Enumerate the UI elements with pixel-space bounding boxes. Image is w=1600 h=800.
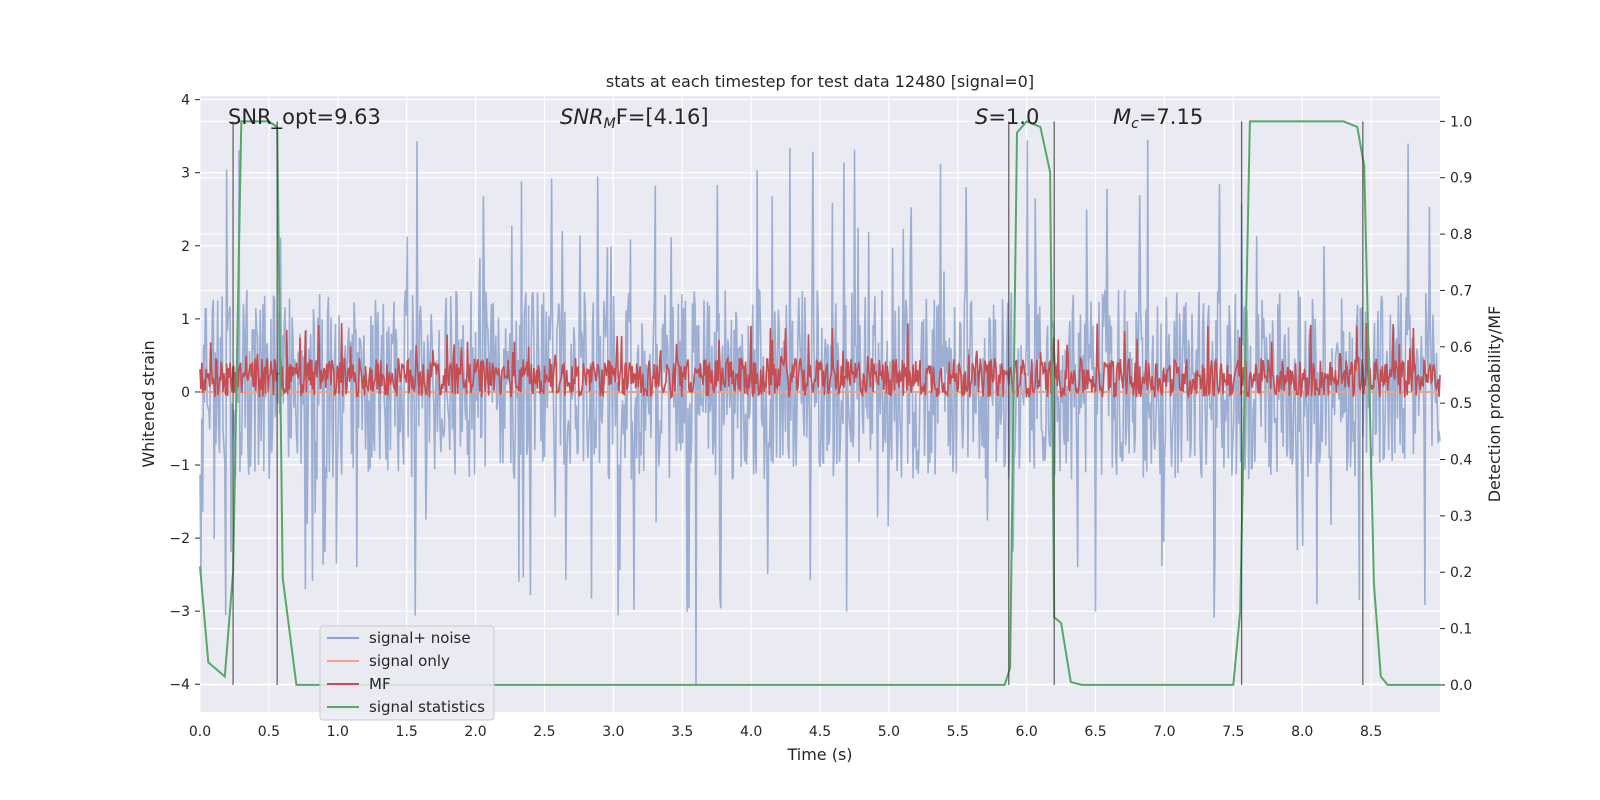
x-tick-label-10: 5.0 bbox=[878, 724, 900, 740]
y-axis-right-ticks: 1.0 0.9 0.8 0.7 0.6 0.5 0.4 0.3 0.2 0.1 0.0 bbox=[1440, 114, 1472, 694]
legend-label-signal-statistics: signal statistics bbox=[369, 698, 485, 716]
y-left-tick-label-4: 0 bbox=[181, 385, 190, 401]
x-axis-label: Time (s) bbox=[786, 745, 852, 764]
x-tick-label-9: 4.5 bbox=[809, 724, 831, 740]
x-tick-label-15: 7.5 bbox=[1222, 724, 1244, 740]
y-right-tick-label-1: 0.9 bbox=[1450, 171, 1472, 187]
x-tick-label-5: 2.5 bbox=[533, 724, 555, 740]
y-right-tick-label-7: 0.3 bbox=[1450, 509, 1472, 525]
y-left-tick-label-1: 3 bbox=[181, 166, 190, 182]
x-tick-label-6: 3.0 bbox=[602, 724, 624, 740]
y-left-tick-label-2: 2 bbox=[181, 239, 190, 255]
x-tick-label-11: 5.5 bbox=[947, 724, 969, 740]
legend: signal+ noise signal only MF signal stat… bbox=[319, 625, 495, 721]
vertical-markers bbox=[232, 121, 1364, 685]
y-axis-left-label: Whitened strain bbox=[139, 340, 158, 467]
legend-label-signal-noise: signal+ noise bbox=[369, 629, 471, 647]
y-right-tick-label-8: 0.2 bbox=[1450, 565, 1472, 581]
x-tick-label-8: 4.0 bbox=[740, 724, 762, 740]
x-tick-label-0: 0.0 bbox=[189, 724, 211, 740]
y-left-tick-label-0: 4 bbox=[181, 93, 190, 109]
legend-label-signal-only: signal only bbox=[369, 652, 450, 670]
series-signal-noise bbox=[199, 139, 1441, 685]
y-right-tick-label-10: 0.0 bbox=[1450, 678, 1472, 694]
x-tick-label-4: 2.0 bbox=[464, 724, 486, 740]
y-axis-right-label: Detection probability/MF bbox=[1485, 306, 1504, 503]
y-right-tick-label-0: 1.0 bbox=[1450, 114, 1472, 130]
y-right-tick-label-6: 0.4 bbox=[1450, 453, 1472, 469]
y-right-tick-label-5: 0.5 bbox=[1450, 396, 1472, 412]
annotation-snr-mf: SNRMF=[4.16] bbox=[560, 105, 709, 132]
y-axis-left-ticks: 4 3 2 1 0 −1 −2 −3 −4 bbox=[169, 93, 200, 693]
x-tick-label-1: 0.5 bbox=[258, 724, 280, 740]
y-left-tick-label-7: −3 bbox=[169, 604, 190, 620]
chart-title: stats at each timestep for test data 124… bbox=[606, 72, 1034, 91]
legend-label-mf: MF bbox=[369, 675, 391, 693]
x-axis-ticks: 0.0 0.5 1.0 1.5 2.0 2.5 3.0 3.5 4.0 4.5 5.0 5.5 6.0 6… bbox=[189, 724, 1382, 740]
x-tick-label-3: 1.5 bbox=[396, 724, 418, 740]
y-left-tick-label-5: −1 bbox=[169, 458, 190, 474]
series-signal-statistics bbox=[199, 120, 1440, 686]
x-tick-label-14: 7.0 bbox=[1153, 724, 1175, 740]
x-tick-label-7: 3.5 bbox=[671, 724, 693, 740]
annotation-snr-opt: SNR_opt=9.63 bbox=[228, 105, 381, 130]
y-left-tick-label-6: −2 bbox=[169, 531, 190, 547]
y-right-tick-label-2: 0.8 bbox=[1450, 227, 1472, 243]
annotation-s: S=1.0 bbox=[975, 105, 1039, 129]
y-right-tick-label-4: 0.6 bbox=[1450, 340, 1472, 356]
x-tick-label-2: 1.0 bbox=[327, 724, 349, 740]
y-right-tick-label-3: 0.7 bbox=[1450, 283, 1472, 299]
annotation-mc: Mc=7.15 bbox=[1113, 105, 1203, 132]
x-tick-label-16: 8.0 bbox=[1291, 724, 1313, 740]
x-tick-label-12: 6.0 bbox=[1016, 724, 1038, 740]
y-right-tick-label-9: 0.1 bbox=[1450, 622, 1472, 638]
series-mf bbox=[199, 323, 1441, 400]
legend-box bbox=[319, 625, 495, 721]
series-layer bbox=[199, 120, 1441, 686]
x-tick-label-13: 6.5 bbox=[1084, 724, 1106, 740]
y-left-tick-label-8: −4 bbox=[169, 677, 190, 693]
grid bbox=[199, 96, 1440, 712]
x-tick-label-17: 8.5 bbox=[1360, 724, 1382, 740]
y-left-tick-label-3: 1 bbox=[181, 312, 190, 328]
